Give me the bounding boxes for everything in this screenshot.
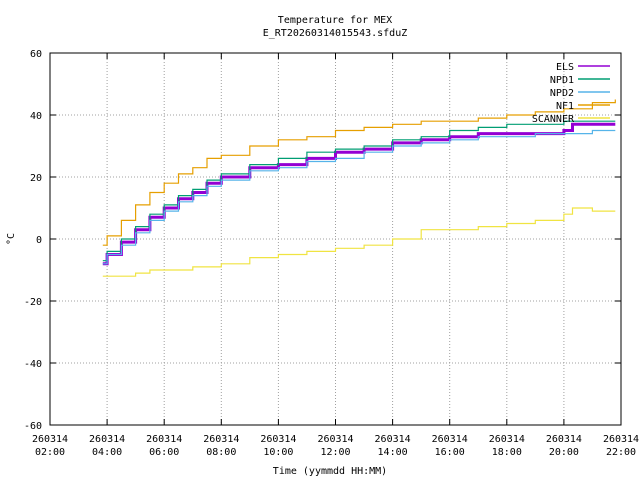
x-tick-label-date: 260314: [546, 434, 582, 445]
x-tick-label-time: 18:00: [492, 447, 522, 458]
x-tick-label-date: 260314: [432, 434, 468, 445]
x-tick-label-date: 260314: [260, 434, 296, 445]
x-tick-label-date: 260314: [317, 434, 353, 445]
x-tick-label-date: 260314: [146, 434, 182, 445]
legend-label: NPD1: [550, 75, 574, 86]
y-tick-label: -20: [24, 297, 42, 308]
x-tick-label-time: 12:00: [320, 447, 350, 458]
y-tick-label: 20: [30, 173, 42, 184]
y-tick-label: 40: [30, 111, 42, 122]
chart-subtitle: E_RT20260314015543.sfduZ: [263, 28, 408, 39]
series-line-npd2: [102, 129, 616, 265]
x-tick-label-date: 260314: [32, 434, 68, 445]
x-tick-label-date: 260314: [203, 434, 239, 445]
x-tick-label-date: 260314: [489, 434, 525, 445]
legend-label: NPD2: [550, 88, 574, 99]
series-group: [102, 99, 616, 277]
legend-label: ELS: [556, 62, 574, 73]
x-tick-label-time: 08:00: [206, 447, 236, 458]
chart-title: Temperature for MEX: [278, 15, 392, 26]
x-tick-label-date: 260314: [89, 434, 125, 445]
x-tick-label-time: 14:00: [378, 447, 408, 458]
x-tick-label-date: 260314: [603, 434, 639, 445]
x-axis-label: Time (yymmdd HH:MM): [273, 466, 387, 477]
x-tick-label-time: 16:00: [435, 447, 465, 458]
y-tick-label: -60: [24, 421, 42, 432]
x-tick-label-time: 10:00: [263, 447, 293, 458]
x-tick-label-time: 06:00: [149, 447, 179, 458]
y-tick-label: 60: [30, 49, 42, 60]
x-tick-label-time: 22:00: [606, 447, 636, 458]
legend-label: NF1: [556, 101, 574, 112]
legend-label: SCANNER: [532, 114, 575, 125]
series-line-scanner: [102, 207, 616, 277]
y-tick-label: -40: [24, 359, 42, 370]
axis-ticks: -60 -40 -20 0 20 40 60 260314 02:00 260314 04:00 26…: [24, 49, 639, 458]
series-line-nf1: [102, 99, 616, 246]
y-tick-label: 0: [36, 235, 42, 246]
x-tick-label-time: 04:00: [92, 447, 122, 458]
x-tick-label-date: 260314: [375, 434, 411, 445]
x-tick-label-time: 02:00: [35, 447, 65, 458]
legend: ELS NPD1 NPD2 NF1 SCANNER: [532, 62, 610, 125]
x-tick-label-time: 20:00: [549, 447, 579, 458]
y-axis-label: °C: [6, 233, 17, 245]
